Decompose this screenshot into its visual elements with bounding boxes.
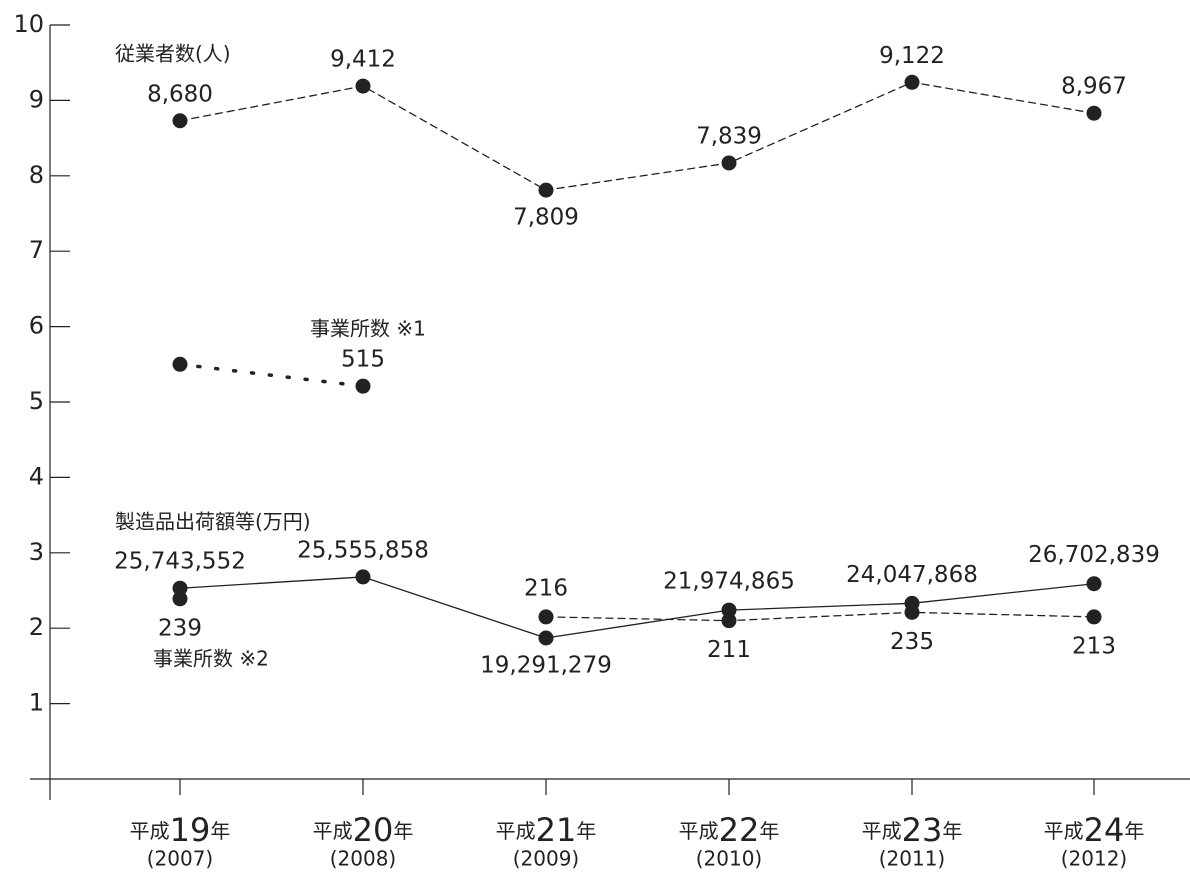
data-point — [721, 613, 737, 629]
data-label: 8,680 — [147, 81, 213, 107]
data-point — [172, 356, 188, 372]
series-name: 事業所数 ※2 — [153, 647, 269, 671]
x-tick-year: (2011) — [879, 847, 946, 871]
y-tick-label: 1 — [29, 689, 44, 717]
data-point — [355, 569, 371, 585]
x-tick-year: (2008) — [330, 847, 397, 871]
data-label: 216 — [524, 575, 568, 601]
series-name: 製造品出荷額等(万円) — [115, 510, 311, 534]
data-point — [172, 113, 188, 129]
y-tick-label: 5 — [29, 387, 44, 415]
data-point — [172, 591, 188, 607]
y-tick-label: 8 — [29, 161, 44, 189]
y-tick-label: 6 — [29, 312, 44, 340]
x-tick-year: (2009) — [513, 847, 580, 871]
data-point — [172, 580, 188, 596]
y-tick-label: 3 — [29, 538, 44, 566]
y-tick-label: 4 — [29, 462, 44, 490]
data-label: 211 — [707, 637, 751, 663]
data-point — [721, 155, 737, 171]
data-label: 7,809 — [513, 205, 579, 231]
data-label: 9,122 — [879, 43, 945, 69]
data-label: 7,839 — [696, 123, 762, 149]
data-point — [1086, 576, 1102, 592]
x-tick-year: (2012) — [1061, 847, 1128, 871]
data-label: 213 — [1072, 633, 1116, 659]
data-point — [538, 630, 554, 646]
series-name: 従業者数(人) — [115, 42, 231, 66]
data-label: 25,555,858 — [297, 537, 429, 563]
x-tick-label: 平成20年 — [313, 811, 414, 849]
data-label: 19,291,279 — [480, 653, 612, 679]
data-label: 515 — [341, 347, 385, 373]
data-point — [1086, 105, 1102, 121]
data-label: 8,967 — [1061, 74, 1127, 100]
y-tick-label: 9 — [29, 85, 44, 113]
series-line — [179, 81, 1095, 191]
x-tick-year: (2010) — [696, 847, 763, 871]
data-point — [538, 182, 554, 198]
y-tick-label: 10 — [13, 10, 44, 38]
series-line — [545, 611, 1095, 622]
data-point — [355, 78, 371, 94]
x-tick-label: 平成22年 — [679, 811, 780, 849]
y-tick-label: 7 — [29, 236, 44, 264]
data-label: 25,743,552 — [114, 549, 246, 575]
data-point — [538, 609, 554, 625]
x-tick-label: 平成24年 — [1044, 811, 1145, 849]
data-label: 235 — [890, 629, 934, 655]
data-point — [355, 378, 371, 394]
data-point — [904, 74, 920, 90]
data-point — [904, 604, 920, 620]
data-label: 239 — [158, 615, 202, 641]
data-label: 24,047,868 — [846, 562, 978, 588]
data-label: 26,702,839 — [1028, 542, 1160, 568]
data-point — [721, 602, 737, 618]
data-label: 9,412 — [330, 47, 396, 73]
data-label: 21,974,865 — [663, 569, 795, 595]
series-name: 事業所数 ※1 — [310, 317, 426, 341]
data-point — [1086, 609, 1102, 625]
x-tick-label: 平成23年 — [862, 811, 963, 849]
x-tick-year: (2007) — [147, 847, 214, 871]
series-line — [179, 576, 1095, 639]
x-tick-label: 平成19年 — [130, 811, 231, 849]
y-tick-label: 2 — [29, 613, 44, 641]
x-tick-label: 平成21年 — [496, 811, 597, 849]
series-line — [178, 362, 365, 388]
